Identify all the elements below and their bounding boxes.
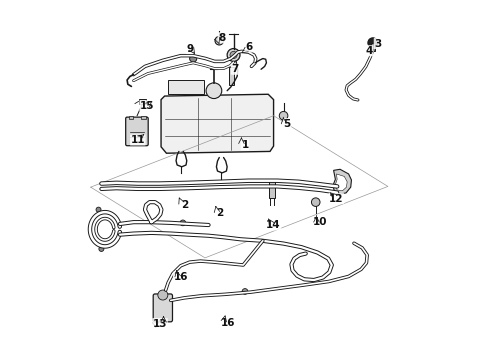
- Circle shape: [215, 36, 223, 45]
- Circle shape: [96, 207, 101, 212]
- Text: 13: 13: [153, 319, 167, 329]
- Polygon shape: [333, 169, 351, 194]
- Circle shape: [368, 38, 378, 48]
- Bar: [139, 99, 146, 104]
- Circle shape: [206, 83, 222, 99]
- Circle shape: [180, 220, 186, 226]
- Bar: [228, 67, 234, 85]
- Text: 8: 8: [218, 33, 225, 43]
- Circle shape: [230, 51, 237, 59]
- Text: 11: 11: [130, 135, 145, 145]
- Text: 16: 16: [220, 318, 235, 328]
- Text: 7: 7: [231, 64, 239, 74]
- Bar: [269, 180, 275, 198]
- Bar: [128, 116, 133, 119]
- Text: 5: 5: [284, 118, 291, 129]
- Bar: [371, 43, 375, 51]
- Circle shape: [227, 49, 240, 62]
- Text: 2: 2: [217, 208, 223, 218]
- Text: 1: 1: [242, 140, 248, 150]
- Circle shape: [312, 198, 320, 206]
- Text: 9: 9: [186, 44, 194, 54]
- Circle shape: [242, 289, 248, 294]
- Text: 2: 2: [181, 200, 188, 210]
- Text: 16: 16: [173, 272, 188, 282]
- Text: 15: 15: [140, 101, 154, 111]
- FancyBboxPatch shape: [153, 294, 172, 322]
- Polygon shape: [168, 80, 204, 94]
- Polygon shape: [161, 94, 273, 153]
- Text: 10: 10: [313, 217, 327, 227]
- Text: 4: 4: [366, 46, 373, 56]
- Circle shape: [99, 247, 104, 251]
- Polygon shape: [335, 174, 347, 191]
- Text: 6: 6: [245, 42, 252, 52]
- FancyBboxPatch shape: [126, 117, 148, 146]
- Text: 3: 3: [374, 39, 382, 49]
- Circle shape: [190, 55, 197, 62]
- Circle shape: [279, 111, 288, 120]
- Circle shape: [158, 290, 168, 300]
- Text: 12: 12: [329, 194, 343, 203]
- Bar: [142, 116, 146, 119]
- Text: 14: 14: [266, 220, 281, 230]
